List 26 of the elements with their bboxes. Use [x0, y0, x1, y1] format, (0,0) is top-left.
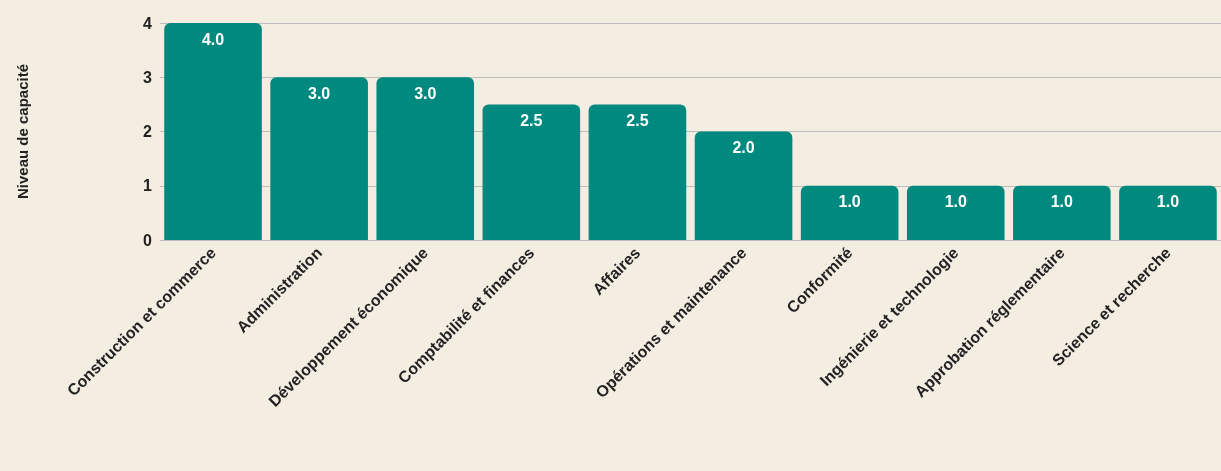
bar	[694, 131, 793, 240]
y-tick-label: 2	[143, 123, 153, 140]
y-tick-label: 4	[143, 14, 153, 32]
data-label: 1.0	[1156, 193, 1180, 211]
data-label: 1.0	[944, 193, 967, 211]
y-tick-label: 3	[143, 68, 153, 86]
data-label: 2.5	[520, 111, 543, 129]
bar	[1013, 185, 1111, 240]
bar	[376, 77, 475, 240]
y-axis-title: Niveau de capacité	[14, 63, 31, 200]
bar	[906, 185, 1005, 240]
data-label: 3.0	[308, 84, 331, 102]
bar	[588, 104, 687, 240]
data-label: 2.0	[732, 139, 755, 156]
data-label: 3.0	[414, 84, 437, 102]
data-label: 2.5	[626, 111, 649, 129]
bar	[270, 77, 368, 240]
data-label: 1.0	[1050, 193, 1074, 211]
bar	[1119, 185, 1217, 240]
y-tick-label: 1	[143, 177, 153, 195]
bar	[800, 185, 899, 240]
y-tick-label: 0	[143, 231, 153, 249]
bar	[482, 104, 581, 240]
data-label: 4.0	[201, 30, 225, 48]
data-label: 1.0	[838, 193, 861, 211]
bar	[164, 23, 262, 240]
